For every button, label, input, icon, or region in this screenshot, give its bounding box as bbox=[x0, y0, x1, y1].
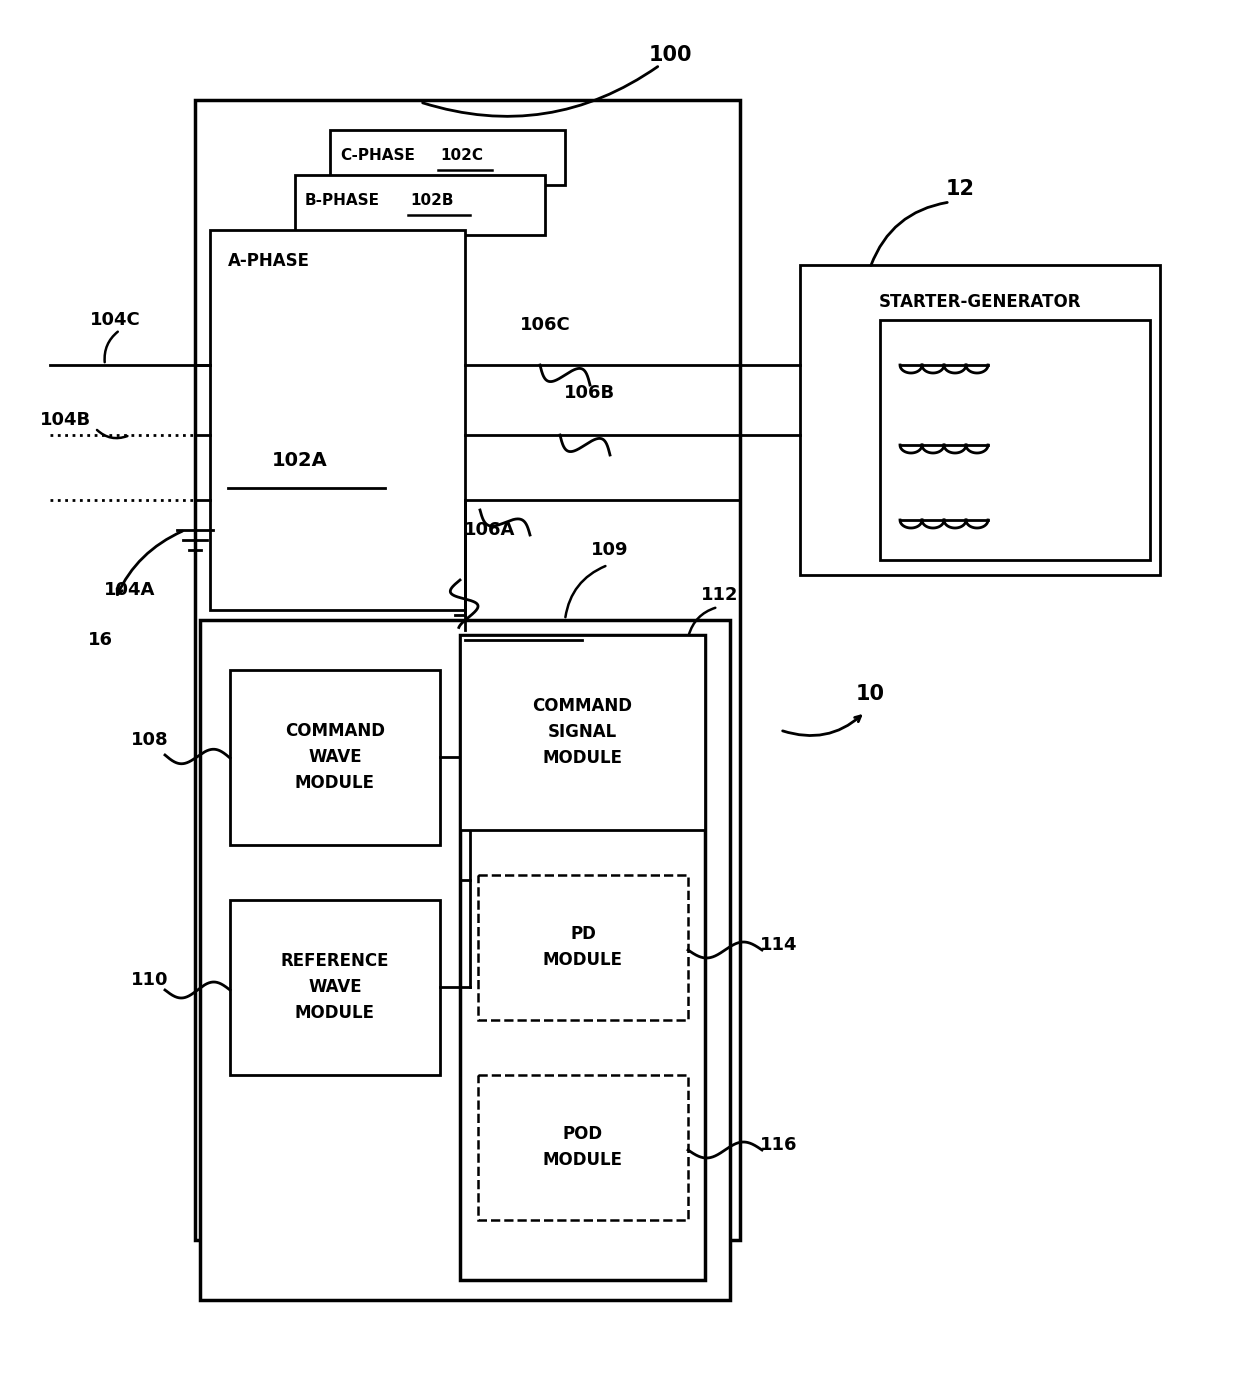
Text: 116: 116 bbox=[760, 1135, 797, 1153]
Bar bbox=[460, 634, 706, 831]
Text: B-PHASE: B-PHASE bbox=[305, 194, 379, 207]
Text: 16: 16 bbox=[88, 632, 113, 649]
Bar bbox=[210, 231, 465, 610]
Text: 106B: 106B bbox=[564, 384, 615, 402]
Text: 106C: 106C bbox=[520, 316, 570, 334]
Text: PD
MODULE: PD MODULE bbox=[543, 925, 622, 969]
Bar bbox=[330, 130, 565, 185]
Bar bbox=[477, 875, 688, 1020]
Bar bbox=[229, 899, 440, 1075]
Bar bbox=[477, 1075, 688, 1221]
Text: 112: 112 bbox=[702, 586, 739, 604]
Text: C-PHASE: C-PHASE bbox=[340, 148, 415, 163]
Text: STARTER-GENERATOR: STARTER-GENERATOR bbox=[879, 292, 1081, 312]
Bar bbox=[200, 621, 730, 1300]
Text: COMMAND
WAVE
MODULE: COMMAND WAVE MODULE bbox=[285, 722, 384, 792]
Text: 108: 108 bbox=[131, 730, 169, 750]
Text: 110: 110 bbox=[131, 971, 169, 989]
Text: A-PHASE: A-PHASE bbox=[228, 253, 310, 270]
Text: 109: 109 bbox=[591, 541, 629, 559]
Bar bbox=[229, 670, 440, 844]
Text: 10: 10 bbox=[856, 684, 884, 704]
Bar bbox=[880, 320, 1149, 560]
Text: 12: 12 bbox=[945, 178, 975, 199]
Bar bbox=[800, 265, 1159, 575]
Text: 100: 100 bbox=[649, 45, 692, 65]
Text: 104B: 104B bbox=[40, 411, 91, 428]
Text: 104C: 104C bbox=[89, 312, 140, 330]
Text: 102B: 102B bbox=[410, 194, 454, 207]
Bar bbox=[195, 100, 740, 1240]
Text: 106A: 106A bbox=[464, 520, 516, 540]
Text: 114: 114 bbox=[760, 936, 797, 954]
Bar bbox=[295, 174, 546, 235]
Text: REFERENCE
WAVE
MODULE: REFERENCE WAVE MODULE bbox=[280, 951, 389, 1023]
Text: 102C: 102C bbox=[440, 148, 484, 163]
Text: 102A: 102A bbox=[272, 450, 327, 470]
Text: 104A: 104A bbox=[104, 581, 156, 599]
Text: COMMAND
SIGNAL
MODULE: COMMAND SIGNAL MODULE bbox=[532, 696, 632, 768]
Text: POD
MODULE: POD MODULE bbox=[543, 1124, 622, 1170]
Bar bbox=[460, 634, 706, 1280]
